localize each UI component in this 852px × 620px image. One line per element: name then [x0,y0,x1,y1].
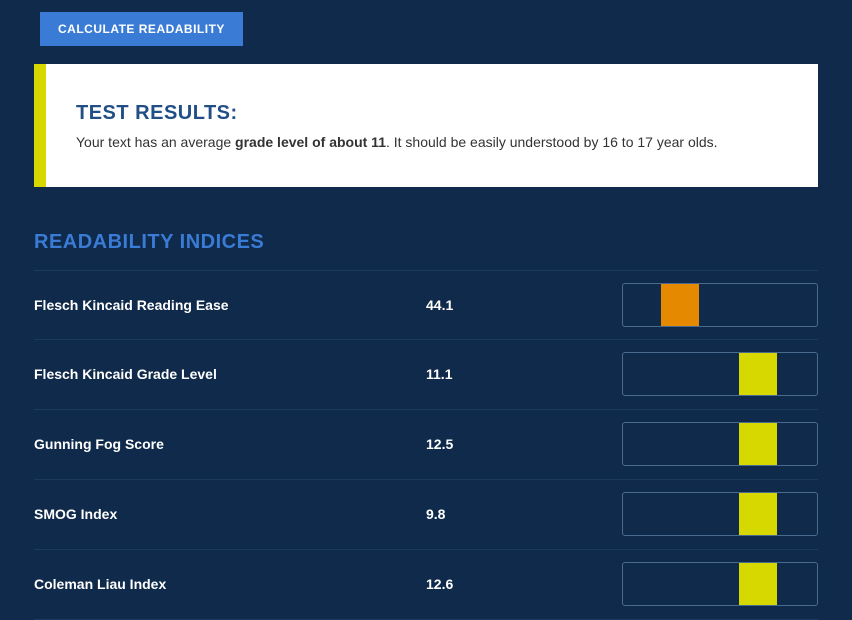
index-name: Flesch Kincaid Grade Level [34,366,426,382]
index-row: Coleman Liau Index12.6 [34,550,818,620]
results-text-bold: grade level of about 11 [235,134,386,150]
gauge-wrap [546,283,818,327]
results-accent-stripe [34,64,46,187]
gauge-marker [739,563,777,605]
score-gauge [622,422,818,466]
gauge-wrap [546,492,818,536]
index-value: 44.1 [426,297,546,313]
score-gauge [622,352,818,396]
score-gauge [622,283,818,327]
index-value: 9.8 [426,506,546,522]
gauge-wrap [546,352,818,396]
index-name: SMOG Index [34,506,426,522]
readability-indices-heading: READABILITY INDICES [34,231,818,254]
results-text-prefix: Your text has an average [76,134,235,150]
index-row: Flesch Kincaid Grade Level11.1 [34,340,818,410]
score-gauge [622,562,818,606]
gauge-wrap [546,562,818,606]
indices-list: Flesch Kincaid Reading Ease44.1Flesch Ki… [34,270,818,620]
gauge-marker [739,353,777,395]
gauge-marker [739,493,777,535]
results-title: TEST RESULTS: [76,102,718,125]
index-value: 12.6 [426,576,546,592]
index-row: Flesch Kincaid Reading Ease44.1 [34,270,818,340]
index-name: Coleman Liau Index [34,576,426,592]
test-results-card: TEST RESULTS: Your text has an average g… [34,64,818,187]
gauge-marker [739,423,777,465]
score-gauge [622,492,818,536]
index-row: Gunning Fog Score12.5 [34,410,818,480]
results-text-suffix: . It should be easily understood by 16 t… [386,134,718,150]
results-summary-text: Your text has an average grade level of … [76,133,718,153]
results-body: TEST RESULTS: Your text has an average g… [46,64,748,187]
gauge-marker [661,284,699,326]
gauge-wrap [546,422,818,466]
index-value: 11.1 [426,366,546,382]
index-row: SMOG Index9.8 [34,480,818,550]
index-value: 12.5 [426,436,546,452]
calculate-readability-button[interactable]: CALCULATE READABILITY [40,12,243,46]
index-name: Gunning Fog Score [34,436,426,452]
index-name: Flesch Kincaid Reading Ease [34,297,426,313]
